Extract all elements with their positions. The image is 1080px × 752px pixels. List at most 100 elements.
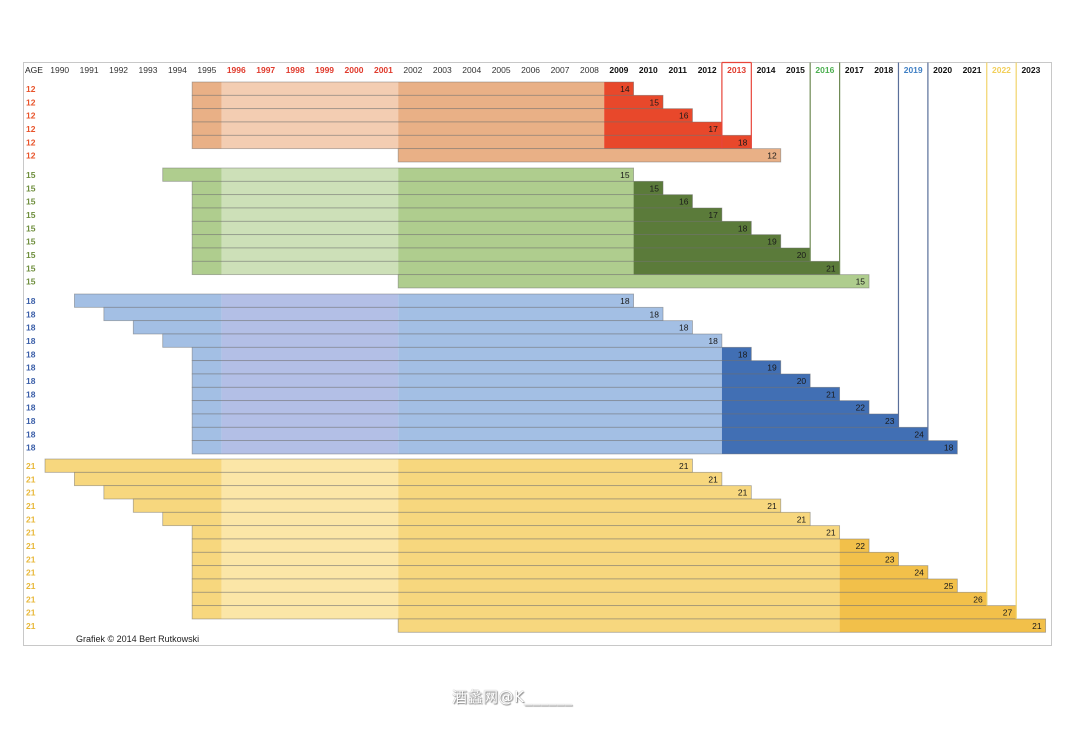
bar-segment-medium [398, 95, 605, 109]
bar-value-label: 21 [826, 263, 836, 273]
bar-segment-light [221, 413, 399, 428]
bar-value-label: 18 [738, 349, 748, 359]
row-age-label: 18 [26, 323, 36, 333]
header-year: 2020 [933, 65, 952, 75]
bar-value-label: 21 [679, 461, 689, 471]
bar-segment-medium [398, 485, 752, 499]
row-age-label: 12 [26, 111, 36, 121]
bar-segment-medium [398, 459, 693, 473]
bar-segment-medium [398, 578, 840, 593]
row-age-label: 18 [26, 416, 36, 426]
header-year: 2008 [580, 65, 599, 75]
bar-segment-dark [604, 108, 693, 122]
row-age-label: 15 [26, 223, 36, 233]
header-year: 2005 [492, 65, 511, 75]
bar-segment-dark [839, 552, 899, 566]
bar-value-label: 12 [767, 151, 777, 161]
row-age-label: 18 [26, 389, 36, 399]
bar-row [397, 274, 870, 289]
bar-segment-medium [192, 525, 222, 539]
bar-segment-medium [74, 472, 222, 486]
bar-segment-medium [192, 234, 222, 248]
row-age-label: 15 [26, 183, 36, 193]
bar-segment-light [221, 294, 399, 308]
bar-value-label: 20 [797, 250, 807, 260]
bar-segment-dark [721, 440, 958, 454]
bar-segment-light [221, 565, 399, 579]
bar-segment-medium [103, 307, 222, 321]
bar-segment-medium [398, 347, 722, 361]
bar-value-label: 22 [856, 541, 866, 551]
bar-value-label: 21 [767, 501, 777, 511]
bar-segment-medium [398, 413, 722, 428]
bar-segment-medium [103, 485, 222, 499]
header-year: 2004 [462, 65, 481, 75]
row-age-label: 21 [26, 621, 36, 631]
row-age-label: 18 [26, 349, 36, 359]
bar-segment-dark [721, 373, 811, 388]
bar-segment-medium [398, 121, 605, 136]
bar-value-label: 18 [708, 336, 718, 346]
bar-value-label: 15 [856, 277, 866, 287]
bar-segment-medium [398, 234, 634, 248]
row-age-label: 18 [26, 403, 36, 413]
row-age-label: 15 [26, 250, 36, 260]
bar-segment-light [221, 512, 399, 526]
bar-segment-dark [721, 387, 840, 401]
row-age-label: 12 [26, 151, 36, 161]
bar-value-label: 19 [767, 237, 777, 247]
bar-segment-medium [45, 459, 222, 473]
bar-value-label: 26 [973, 594, 983, 604]
bar-value-label: 24 [914, 429, 924, 439]
header-year: 2023 [1021, 65, 1040, 75]
bar-segment-medium [398, 108, 605, 122]
bar-segment-light [221, 605, 399, 619]
bar-segment-light [221, 333, 399, 348]
bar-segment-medium [192, 108, 222, 122]
header-year: 2009 [609, 65, 628, 75]
row-age-label: 21 [26, 501, 36, 511]
row-age-label: 21 [26, 568, 36, 578]
bar-value-label: 15 [650, 183, 660, 193]
bar-segment-light [221, 459, 399, 473]
bar-segment-medium [192, 592, 222, 606]
bar-value-label: 16 [679, 197, 689, 207]
header-year: 1993 [139, 65, 158, 75]
bar-segment-medium [398, 565, 840, 579]
bar-segment-dark [839, 578, 958, 593]
row-age-label: 18 [26, 376, 36, 386]
header-year: 2003 [433, 65, 452, 75]
header-year: 2010 [639, 65, 658, 75]
bar-value-label: 18 [679, 323, 689, 333]
row-age-label: 18 [26, 429, 36, 439]
watermark: 酒蠡网@K______ [452, 688, 573, 706]
header-year: 1992 [109, 65, 128, 75]
bar-segment-medium [74, 294, 222, 308]
header-year: 1991 [80, 65, 99, 75]
bar-segment-medium [192, 207, 222, 222]
bar-segment-medium [398, 552, 840, 566]
bar-segment-dark [633, 194, 693, 208]
bar-segment-medium [398, 320, 693, 334]
row-age-label: 21 [26, 594, 36, 604]
row-age-label: 12 [26, 97, 36, 107]
bar-value-label: 18 [650, 309, 660, 319]
bar-value-label: 18 [738, 223, 748, 233]
bar-value-label: 21 [797, 514, 807, 524]
chart-credit: Grafiek © 2014 Bert Rutkowski [76, 634, 200, 644]
bar-segment-medium [192, 427, 222, 441]
bar-segment-dark [633, 261, 840, 275]
bar-segment-light [221, 552, 399, 566]
bar-row [397, 618, 1047, 633]
bar-segment-dark [839, 565, 928, 579]
row-age-label: 21 [26, 581, 36, 591]
bar-segment-light [221, 194, 399, 208]
row-age-label: 15 [26, 170, 36, 180]
bar-segment-medium [398, 538, 840, 553]
bar-segment-medium [398, 427, 722, 441]
row-age-label: 15 [26, 237, 36, 247]
row-age-label: 21 [26, 608, 36, 618]
bar-segment-dark [721, 400, 870, 414]
bar-segment-dark [721, 347, 752, 361]
bar-value-label: 27 [1003, 608, 1013, 618]
